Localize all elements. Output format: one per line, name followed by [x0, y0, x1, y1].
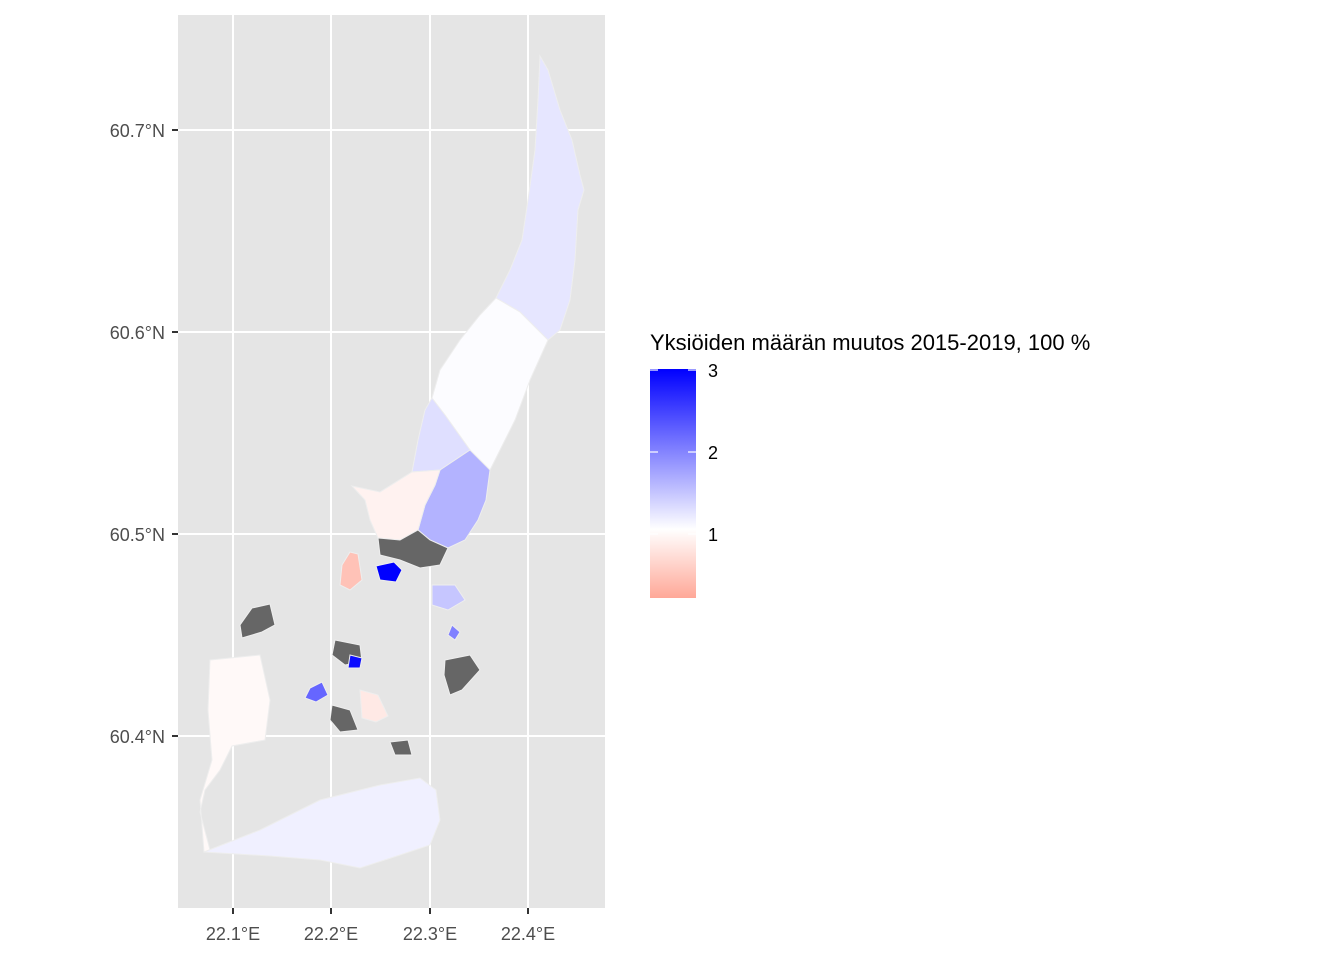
region-southwest-large: [199, 654, 271, 853]
region-east-gray: [329, 704, 359, 733]
x-axis: 22.1°E 22.2°E 22.3°E 22.4°E: [206, 908, 555, 944]
y-tick-label: 60.5°N: [110, 525, 165, 545]
region-north-strip: [495, 54, 585, 341]
region-northwest-peach: [350, 469, 441, 541]
region-south-lavender: [203, 777, 441, 869]
region-purple-east-small: [447, 624, 461, 641]
region-center-north-gray: [377, 529, 449, 569]
legend-tick-label: 3: [708, 361, 718, 381]
region-blue-patch: [375, 561, 403, 583]
region-south-gray: [389, 739, 413, 756]
region-west-gray: [239, 603, 276, 639]
y-tick-label: 60.7°N: [110, 121, 165, 141]
y-axis: 60.7°N 60.6°N 60.5°N 60.4°N: [110, 121, 178, 747]
legend-tick-label: 2: [708, 443, 718, 463]
x-tick-label: 22.2°E: [304, 924, 358, 944]
x-tick-label: 22.1°E: [206, 924, 260, 944]
legend-title: Yksiöiden määrän muutos 2015-2019, 100 %: [650, 330, 1090, 355]
y-tick-label: 60.4°N: [110, 727, 165, 747]
region-east-lavender: [431, 584, 466, 611]
legend: Yksiöiden määrän muutos 2015-2019, 100 %…: [650, 330, 1090, 598]
region-peach-south: [359, 689, 389, 723]
x-tick-label: 22.4°E: [501, 924, 555, 944]
legend-colorbar: [650, 369, 696, 598]
y-tick-label: 60.6°N: [110, 323, 165, 343]
region-center-blue: [347, 654, 363, 669]
region-orange-patch: [339, 551, 363, 591]
x-tick-label: 22.3°E: [403, 924, 457, 944]
region-purple-west: [304, 681, 329, 703]
map-regions: [199, 54, 585, 869]
legend-tick-label: 1: [708, 525, 718, 545]
region-southeast-gray: [443, 654, 481, 696]
